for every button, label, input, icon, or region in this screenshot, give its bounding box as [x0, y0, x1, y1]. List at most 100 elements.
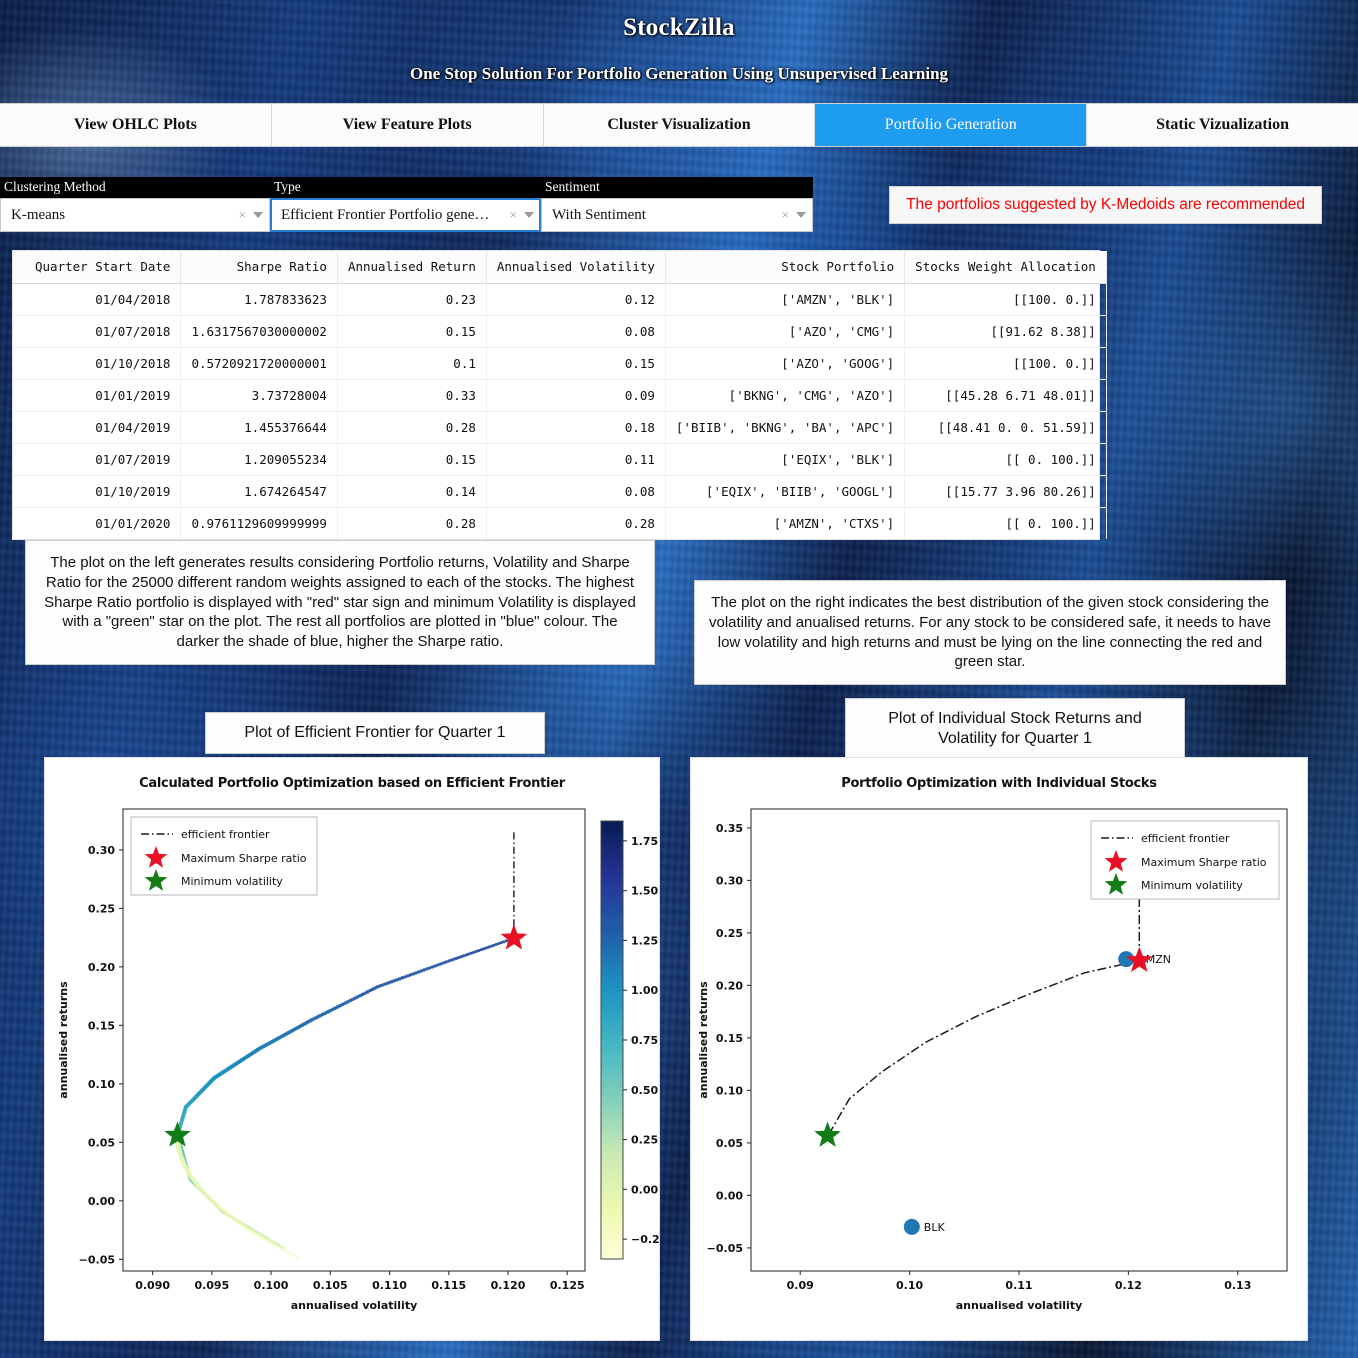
portfolio-table: Quarter Start Date Sharpe Ratio Annualis… — [13, 251, 1107, 539]
page-title: StockZilla — [623, 14, 735, 41]
table-body: 01/04/2018 1.787833623 0.23 0.12 ['AMZN', 'B… — [13, 283, 1107, 539]
column-header-stocks-weight-allocation: Stocks Weight Allocation — [904, 251, 1107, 284]
cell-stocks-weight-allocation: [[45.28 6.71 48.01]] — [904, 379, 1107, 412]
clear-icon[interactable]: × — [238, 207, 246, 222]
clustering-method-label: Clustering Method — [0, 177, 270, 198]
clustering-method-box[interactable]: K-means × — [0, 198, 270, 232]
sentiment-dropdown[interactable]: Sentiment With Sentiment × — [541, 177, 813, 232]
y-tick-label: 0.10 — [88, 1078, 115, 1091]
page-subtitle: One Stop Solution For Portfolio Generati… — [409, 64, 949, 83]
table-row: 01/04/2018 1.787833623 0.23 0.12 ['AMZN', 'B… — [13, 283, 1107, 316]
cell-sharpe-ratio: 1.209055234 — [180, 443, 338, 476]
legend-label-minimum-volatility: Minimum volatility — [1141, 879, 1243, 892]
colorbar-tick-label: 0.50 — [631, 1084, 658, 1097]
stock-point-blk — [903, 1218, 920, 1235]
left-plot-legend: efficient frontier Maximum Sharpe ratio Mi… — [130, 816, 318, 896]
recommendation-banner: The portfolios suggested by K-Medoids ar… — [889, 186, 1322, 224]
low-sharpe-tail — [174, 1132, 301, 1260]
cell-annualised-volatility: 0.15 — [486, 347, 666, 380]
right-plot-title: Portfolio Optimization with Individual S… — [841, 776, 1157, 791]
legend-green-star-icon — [144, 869, 168, 891]
cell-sharpe-ratio: 0.5720921720000001 — [180, 347, 338, 380]
column-header-annualised-return: Annualised Return — [337, 251, 487, 284]
tab-view-feature-plots[interactable]: View Feature Plots — [271, 104, 544, 146]
y-tick-label: 0.25 — [716, 927, 743, 940]
colorbar: −0.25 0.00 0.25 0.50 0.75 1.00 1.25 1.50 1.75 — [600, 820, 659, 1260]
cell-stock-portfolio: ['AZO', 'CMG'] — [665, 315, 906, 348]
colorbar-tick-label: 0.25 — [631, 1134, 658, 1147]
sentiment-label: Sentiment — [541, 177, 813, 198]
cell-sharpe-ratio: 3.73728004 — [180, 379, 338, 412]
x-tick-label: 0.125 — [550, 1279, 585, 1292]
cell-quarter-start-date: 01/04/2018 — [13, 283, 182, 316]
cell-annualised-return: 0.15 — [337, 315, 487, 348]
table-row: 01/01/2020 0.9761129609999999 0.28 0.28 ['AM… — [13, 507, 1107, 539]
tab-portfolio-generation[interactable]: Portfolio Generation — [815, 104, 1088, 146]
cell-annualised-return: 0.14 — [337, 475, 487, 508]
filter-controls-row: Clustering Method K-means × Type Efficie… — [0, 177, 1358, 232]
tab-view-ohlc-plots[interactable]: View OHLC Plots — [0, 104, 272, 146]
column-header-stock-portfolio: Stock Portfolio — [665, 251, 906, 284]
legend-red-star-icon — [1104, 850, 1128, 872]
sentiment-box[interactable]: With Sentiment × — [541, 198, 813, 232]
y-tick-label: −0.05 — [707, 1242, 743, 1255]
caption-right-plot: Plot of Individual Stock Returns and Vol… — [845, 698, 1185, 761]
cell-stock-portfolio: ['AMZN', 'BLK'] — [665, 283, 906, 316]
cell-sharpe-ratio: 1.455376644 — [180, 411, 338, 444]
type-label: Type — [270, 177, 541, 198]
chevron-down-icon[interactable] — [796, 212, 806, 218]
x-tick-label: 0.090 — [135, 1279, 170, 1292]
main-tab-bar: View OHLC Plots View Feature Plots Clust… — [0, 103, 1358, 147]
max-sharpe-star-marker — [1126, 946, 1153, 973]
x-tick-label: 0.09 — [787, 1279, 814, 1292]
cell-annualised-volatility: 0.12 — [486, 283, 666, 316]
legend-label-maximum-sharpe-ratio: Maximum Sharpe ratio — [181, 852, 307, 865]
x-tick-label: 0.13 — [1224, 1279, 1251, 1292]
clustering-method-dropdown[interactable]: Clustering Method K-means × — [0, 177, 270, 232]
cell-stocks-weight-allocation: [[91.62 8.38]] — [904, 315, 1107, 348]
y-tick-label: 0.00 — [716, 1189, 743, 1202]
x-tick-label: 0.095 — [194, 1279, 229, 1292]
cell-quarter-start-date: 01/10/2018 — [13, 347, 182, 380]
cell-stock-portfolio: ['AMZN', 'CTXS'] — [665, 507, 906, 539]
efficient-frontier-plot-panel: Calculated Portfolio Optimization based … — [44, 757, 660, 1341]
portfolio-table-container: Quarter Start Date Sharpe Ratio Annualis… — [12, 250, 1107, 540]
column-header-quarter-start-date: Quarter Start Date — [13, 251, 182, 284]
table-row: 01/07/2019 1.209055234 0.15 0.11 ['EQIX', 'B… — [13, 443, 1107, 476]
dropdown-strip: Clustering Method K-means × Type Efficie… — [0, 177, 813, 232]
y-tick-label: 0.05 — [716, 1137, 743, 1150]
chevron-down-icon[interactable] — [524, 212, 534, 218]
colorbar-tick-label: 1.75 — [631, 835, 658, 848]
clear-icon[interactable]: × — [509, 207, 517, 222]
type-dropdown[interactable]: Type Efficient Frontier Portfolio gene… … — [270, 177, 541, 232]
cell-quarter-start-date: 01/01/2020 — [13, 507, 182, 539]
cell-stocks-weight-allocation: [[100. 0.]] — [904, 283, 1107, 316]
y-tick-label: 0.35 — [716, 822, 743, 835]
cell-stock-portfolio: ['BIIB', 'BKNG', 'BA', 'APC'] — [665, 411, 906, 444]
type-value: Efficient Frontier Portfolio gene… — [281, 206, 490, 223]
legend-label-efficient-frontier: efficient frontier — [1141, 832, 1230, 845]
table-row: 01/04/2019 1.455376644 0.28 0.18 ['BIIB', 'B… — [13, 411, 1107, 444]
y-tick-label: 0.30 — [88, 844, 115, 857]
y-tick-label: 0.15 — [88, 1019, 115, 1032]
stock-label-blk: BLK — [924, 1221, 946, 1234]
x-tick-label: 0.11 — [1005, 1279, 1032, 1292]
clustering-method-value: K-means — [11, 206, 66, 223]
cell-sharpe-ratio: 1.674264547 — [180, 475, 338, 508]
left-plot-svg: 0.090 0.095 0.100 0.105 0.110 0.115 0.120 0.125… — [57, 808, 659, 1312]
stock-point-amzn — [1118, 951, 1135, 968]
cell-annualised-volatility: 0.28 — [486, 507, 666, 539]
info-text-left-plot: The plot on the left generates results c… — [25, 540, 655, 665]
type-box[interactable]: Efficient Frontier Portfolio gene… × — [270, 198, 541, 232]
chevron-down-icon[interactable] — [253, 212, 263, 218]
y-tick-label: 0.20 — [716, 979, 743, 992]
column-header-annualised-volatility: Annualised Volatility — [486, 251, 666, 284]
clear-icon[interactable]: × — [781, 207, 789, 222]
cell-quarter-start-date: 01/04/2019 — [13, 411, 182, 444]
colorbar-tick-label: 0.00 — [631, 1183, 658, 1196]
cell-quarter-start-date: 01/10/2019 — [13, 475, 182, 508]
tab-static-vizualization[interactable]: Static Vizualization — [1087, 104, 1358, 146]
legend-red-star-icon — [144, 846, 168, 868]
table-row: 01/01/2019 3.73728004 0.33 0.09 ['BKNG', 'CM… — [13, 379, 1107, 412]
tab-cluster-visualization[interactable]: Cluster Visualization — [543, 104, 816, 146]
